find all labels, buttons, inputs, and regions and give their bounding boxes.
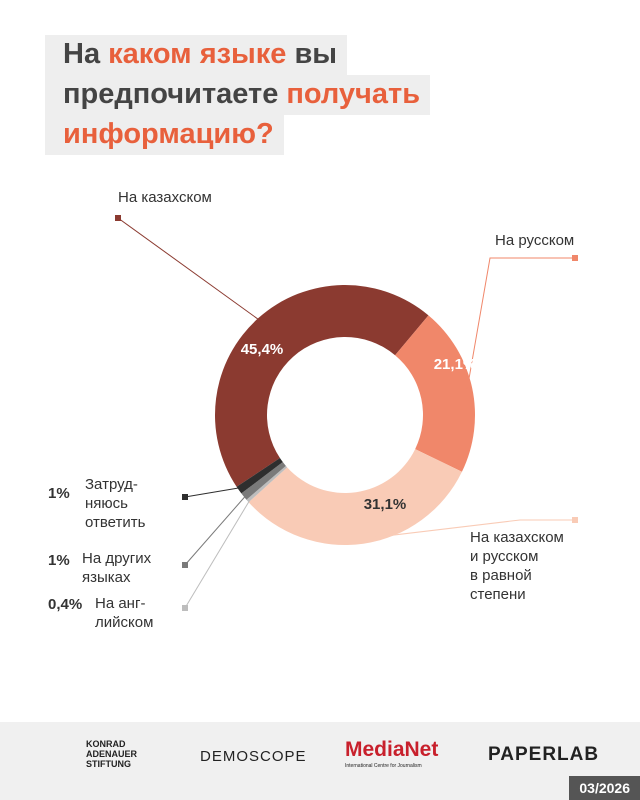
legend-marker xyxy=(115,215,121,221)
value-label: 0,4% xyxy=(48,596,83,613)
leader-line xyxy=(184,486,244,498)
leader-line xyxy=(117,217,263,323)
value-label: 31,1% xyxy=(364,496,407,513)
donut-slice xyxy=(236,458,283,494)
title-part: На xyxy=(63,38,101,70)
legend-label: На других языках xyxy=(82,550,152,586)
footer: KONRAD ADENAUER STIFTUNG DEMOSCOPE Media… xyxy=(0,722,640,800)
date: 03/2026 xyxy=(569,776,640,800)
leader-line xyxy=(184,497,252,609)
value-label: 1% xyxy=(48,485,70,502)
donut-slice xyxy=(246,465,288,503)
legend-label: Затруд- няюсь ответить xyxy=(85,476,146,531)
title-line: информацию? xyxy=(45,115,284,155)
logo-medianet-sub: International Centre for Journalism xyxy=(345,763,422,769)
legend-label: На анг- лийском xyxy=(95,595,154,631)
title-line: предпочитаете получать xyxy=(45,75,431,115)
logo-kas: KONRAD ADENAUER STIFTUNG xyxy=(86,739,138,769)
legend-marker xyxy=(572,255,578,261)
legend-marker xyxy=(182,494,188,500)
leader-line xyxy=(466,257,575,389)
legend-marker xyxy=(182,605,188,611)
donut-slice xyxy=(215,285,429,487)
value-label: 1% xyxy=(48,552,70,569)
title-part: информацию? xyxy=(63,118,274,150)
legend-label: На казахском xyxy=(118,189,212,206)
logo-demoscope: DEMOSCOPE xyxy=(200,748,307,765)
leader-line xyxy=(362,519,575,540)
donut-slice xyxy=(395,315,475,472)
legend-marker xyxy=(182,562,188,568)
value-label: 21,1% xyxy=(434,356,477,373)
title-line: На каком языке вы xyxy=(45,35,348,75)
title-part: предпочитаете xyxy=(63,78,279,110)
donut-slice xyxy=(248,449,462,545)
leader-line xyxy=(184,493,249,566)
logo-paperlab: PAPERLAB xyxy=(488,744,600,765)
donut-slice xyxy=(241,462,286,500)
chart-title: На каком языке вы предпочитаете получать инфо… xyxy=(45,35,431,155)
title-part: получать xyxy=(286,78,421,110)
legend-label: На русском xyxy=(495,232,575,249)
title-part: каком языке xyxy=(108,38,287,70)
value-label: 45,4% xyxy=(241,341,284,358)
legend-marker xyxy=(572,517,578,523)
logo-medianet: MediaNet xyxy=(345,738,439,761)
title-part: вы xyxy=(294,38,338,70)
legend-label: На казахском и русском в равной степени xyxy=(470,529,564,603)
